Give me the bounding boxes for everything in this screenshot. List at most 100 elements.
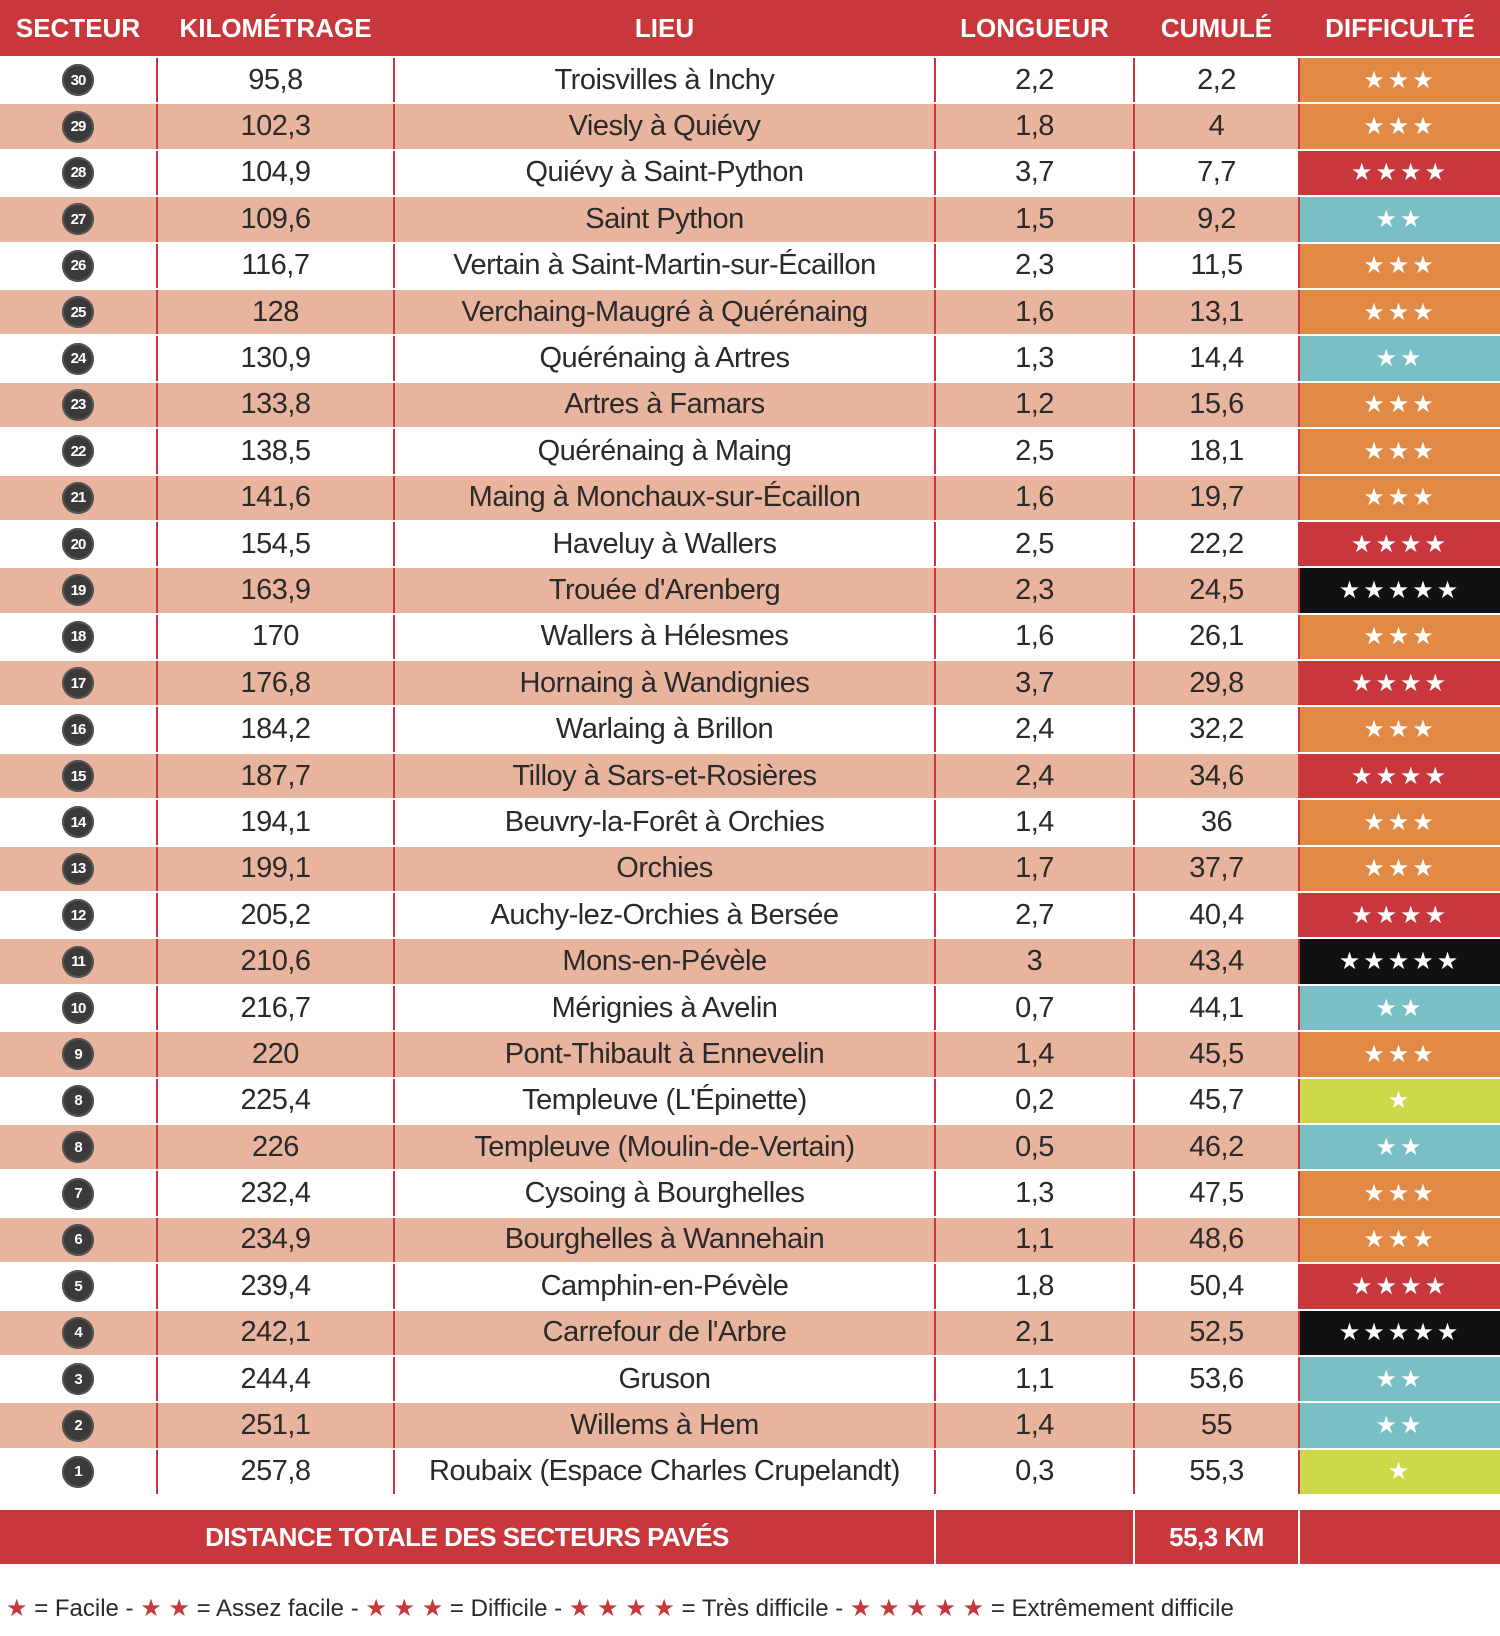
cumul-cell: 19,7 <box>1135 475 1300 520</box>
cumul-cell: 48,6 <box>1135 1217 1300 1263</box>
km-cell: 141,6 <box>158 475 395 520</box>
place-cell: Beuvry-la-Forêt à Orchies <box>395 800 936 845</box>
cumul-cell: 24,5 <box>1135 568 1300 613</box>
table-row: 15 187,7 Tilloy à Sars-et-Rosières 2,4 34,6 ★… <box>0 753 1500 801</box>
length-cell: 2,5 <box>936 521 1135 567</box>
sector-cell: 9 <box>0 1032 158 1077</box>
place-cell: Mons-en-Pévèle <box>395 939 936 984</box>
length-cell: 0,3 <box>936 1449 1135 1495</box>
sector-number-badge: 1 <box>62 1455 94 1488</box>
cumul-cell: 22,2 <box>1135 521 1300 567</box>
km-cell: 210,6 <box>158 939 395 984</box>
place-cell: Saint Python <box>395 197 936 242</box>
cumul-cell: 40,4 <box>1135 893 1300 938</box>
sector-number-badge: 14 <box>62 806 94 839</box>
place-cell: Haveluy à Wallers <box>395 521 936 567</box>
table-row: 17 176,8 Hornaing à Wandignies 3,7 29,8 ★★★★ <box>0 661 1500 708</box>
length-cell: 2,1 <box>936 1310 1135 1355</box>
km-cell: 257,8 <box>158 1449 395 1495</box>
sector-cell: 30 <box>0 58 158 103</box>
km-cell: 205,2 <box>158 893 395 938</box>
sector-number-badge: 20 <box>62 528 94 561</box>
sector-cell: 11 <box>0 939 158 984</box>
difficulty-stars: ★★ <box>1300 985 1500 1031</box>
legend-label: = Assez facile - <box>196 1595 359 1622</box>
sector-number-badge: 12 <box>62 899 94 932</box>
table-row: 8 226 Templeuve (Moulin-de-Vertain) 0,5 46,2… <box>0 1124 1500 1172</box>
table-header-row: SECTEUR KILOMÉTRAGE LIEU LONGUEUR CUMULÉ… <box>0 0 1500 58</box>
difficulty-stars: ★★★ <box>1300 1032 1500 1077</box>
sector-cell: 5 <box>0 1264 158 1309</box>
table-row: 19 163,9 Trouée d'Arenberg 2,3 24,5 ★★★★★ <box>0 568 1500 615</box>
cumul-cell: 7,7 <box>1135 150 1300 196</box>
difficulty-stars: ★★★★ <box>1300 521 1500 567</box>
difficulty-stars: ★★★ <box>1300 1171 1500 1216</box>
cumul-cell: 45,7 <box>1135 1078 1300 1123</box>
table-body: 30 95,8 Troisvilles à Inchy 2,2 2,2 ★★★ 29 102,… <box>0 58 1500 1497</box>
place-cell: Vertain à Saint-Martin-sur-Écaillon <box>395 243 936 288</box>
table-row: 6 234,9 Bourghelles à Wannehain 1,1 48,6 ★★★ <box>0 1217 1500 1265</box>
length-cell: 1,6 <box>936 289 1135 335</box>
sector-number-badge: 21 <box>62 481 94 514</box>
sector-cell: 24 <box>0 336 158 381</box>
sector-number-badge: 7 <box>62 1177 94 1210</box>
length-cell: 1,3 <box>936 1171 1135 1216</box>
sector-cell: 25 <box>0 289 158 335</box>
table-row: 16 184,2 Warlaing à Brillon 2,4 32,2 ★★★ <box>0 707 1500 754</box>
difficulty-stars: ★★★ <box>1300 475 1500 520</box>
sector-number-badge: 9 <box>62 1038 94 1071</box>
length-cell: 1,4 <box>936 1403 1135 1448</box>
sector-number-badge: 4 <box>62 1316 94 1349</box>
difficulty-stars: ★★★ <box>1300 800 1500 845</box>
km-cell: 187,7 <box>158 753 395 799</box>
cumul-cell: 37,7 <box>1135 846 1300 892</box>
legend-star-icon: ★ ★ ★ <box>365 1595 450 1622</box>
sector-number-badge: 8 <box>62 1131 94 1164</box>
sector-number-badge: 28 <box>62 156 94 189</box>
difficulty-stars: ★★★★ <box>1300 150 1500 196</box>
km-cell: 242,1 <box>158 1310 395 1355</box>
difficulty-legend: ★ = Facile - ★ ★ = Assez facile - ★ ★ ★ … <box>6 1594 1234 1623</box>
total-value: 55,3 KM <box>1135 1510 1300 1564</box>
cumul-cell: 55,3 <box>1135 1449 1300 1495</box>
cumul-cell: 32,2 <box>1135 707 1300 752</box>
legend-label: = Extrêmement difficile <box>990 1595 1234 1622</box>
cumul-cell: 36 <box>1135 800 1300 845</box>
difficulty-stars: ★★ <box>1300 1403 1500 1448</box>
length-cell: 3 <box>936 939 1135 984</box>
sector-number-badge: 11 <box>62 945 94 978</box>
sector-cell: 27 <box>0 197 158 242</box>
cumul-cell: 4 <box>1135 104 1300 149</box>
cumul-cell: 43,4 <box>1135 939 1300 984</box>
table-row: 23 133,8 Artres à Famars 1,2 15,6 ★★★ <box>0 382 1500 430</box>
sector-cell: 8 <box>0 1124 158 1170</box>
place-cell: Auchy-lez-Orchies à Bersée <box>395 893 936 938</box>
sector-number-badge: 13 <box>62 852 94 885</box>
sector-cell: 12 <box>0 893 158 938</box>
legend-label: = Difficile - <box>449 1595 563 1622</box>
place-cell: Bourghelles à Wannehain <box>395 1217 936 1263</box>
length-cell: 2,2 <box>936 58 1135 103</box>
table-row: 9 220 Pont-Thibault à Ennevelin 1,4 45,5 ★★★ <box>0 1032 1500 1079</box>
place-cell: Templeuve (Moulin-de-Vertain) <box>395 1124 936 1170</box>
sector-cell: 29 <box>0 104 158 149</box>
place-cell: Troisvilles à Inchy <box>395 58 936 103</box>
difficulty-stars: ★ <box>1300 1078 1500 1123</box>
sector-number-badge: 17 <box>62 667 94 700</box>
km-cell: 194,1 <box>158 800 395 845</box>
sector-number-badge: 15 <box>62 760 94 793</box>
place-cell: Camphin-en-Pévèle <box>395 1264 936 1309</box>
place-cell: Hornaing à Wandignies <box>395 661 936 706</box>
table-row: 4 242,1 Carrefour de l'Arbre 2,1 52,5 ★★★★★ <box>0 1310 1500 1357</box>
sector-number-badge: 8 <box>62 1084 94 1117</box>
cumul-cell: 50,4 <box>1135 1264 1300 1309</box>
difficulty-stars: ★★★ <box>1300 614 1500 660</box>
place-cell: Tilloy à Sars-et-Rosières <box>395 753 936 799</box>
cumul-cell: 14,4 <box>1135 336 1300 381</box>
legend-star-icon: ★ ★ ★ ★ ★ <box>849 1595 991 1622</box>
km-cell: 170 <box>158 614 395 660</box>
sector-number-badge: 16 <box>62 713 94 746</box>
total-label: DISTANCE TOTALE DES SECTEURS PAVÉS <box>0 1510 936 1564</box>
km-cell: 199,1 <box>158 846 395 892</box>
sector-cell: 8 <box>0 1078 158 1123</box>
